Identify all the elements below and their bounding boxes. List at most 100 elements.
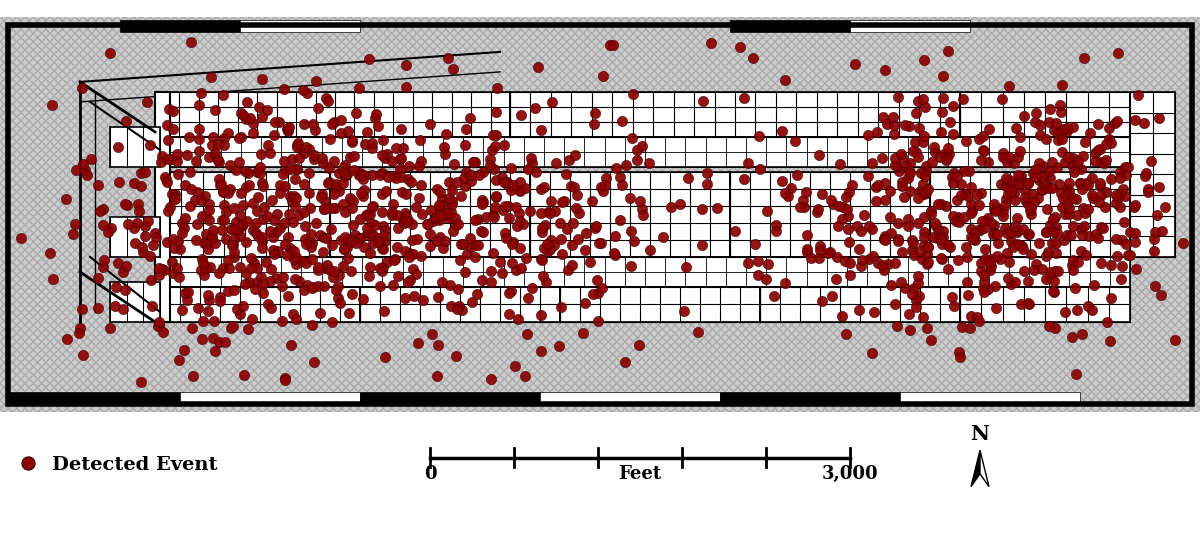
Point	[1044, 215, 1063, 224]
Point	[653, 233, 672, 241]
Point	[1085, 281, 1104, 289]
Point	[521, 206, 540, 215]
Point	[109, 259, 128, 267]
Point	[757, 207, 776, 215]
Point	[109, 178, 128, 187]
Point	[928, 233, 947, 242]
Point	[757, 275, 776, 284]
Point	[199, 296, 218, 304]
Point	[1141, 157, 1160, 165]
Point	[305, 125, 324, 134]
Point	[924, 143, 943, 151]
Point	[916, 103, 935, 111]
Point	[260, 149, 280, 158]
Point	[730, 43, 749, 51]
Point	[1038, 248, 1057, 256]
Point	[498, 180, 517, 188]
Point	[214, 216, 233, 225]
Point	[1112, 262, 1132, 271]
Point	[409, 193, 428, 202]
Point	[234, 371, 253, 379]
Point	[221, 185, 240, 193]
Point	[180, 167, 199, 176]
Point	[902, 147, 922, 155]
Point	[796, 188, 815, 196]
Point	[948, 196, 967, 204]
Point	[215, 186, 234, 195]
Point	[630, 197, 649, 205]
Point	[329, 271, 348, 279]
Point	[1068, 258, 1087, 266]
Point	[586, 224, 605, 232]
Point	[314, 205, 334, 214]
Point	[1062, 231, 1081, 240]
Point	[163, 107, 182, 115]
Point	[503, 258, 522, 267]
Point	[192, 212, 211, 220]
Point	[174, 346, 193, 355]
Bar	[900, 392, 1080, 404]
Point	[1008, 228, 1027, 236]
Point	[361, 219, 380, 228]
Point	[950, 191, 970, 199]
Point	[282, 196, 301, 205]
Point	[1052, 135, 1072, 143]
Point	[205, 152, 224, 161]
Point	[828, 253, 847, 262]
Point	[575, 299, 594, 308]
Point	[190, 125, 209, 133]
Point	[605, 232, 624, 240]
Point	[840, 271, 859, 280]
Point	[880, 187, 899, 196]
Point	[1057, 191, 1076, 199]
Point	[616, 358, 635, 367]
Point	[347, 239, 366, 248]
Point	[958, 291, 977, 300]
Point	[908, 292, 928, 300]
Point	[1099, 124, 1118, 132]
Point	[403, 250, 422, 258]
Bar	[110, 282, 160, 322]
Point	[130, 207, 149, 215]
Point	[444, 65, 463, 73]
Point	[175, 214, 194, 222]
Point	[158, 206, 178, 215]
Point	[932, 254, 952, 263]
Point	[961, 312, 980, 321]
Point	[113, 305, 132, 314]
Point	[606, 163, 625, 172]
Point	[342, 138, 361, 146]
Point	[914, 241, 934, 250]
Point	[403, 265, 422, 273]
Point	[215, 133, 234, 142]
Point	[1018, 299, 1037, 308]
Point	[305, 154, 324, 163]
Point	[383, 199, 402, 208]
Point	[506, 203, 526, 211]
Point	[245, 285, 264, 293]
Point	[534, 183, 553, 191]
Point	[140, 252, 160, 260]
Point	[944, 301, 964, 310]
Point	[1063, 154, 1082, 162]
Point	[606, 251, 625, 259]
Point	[162, 190, 181, 198]
Point	[388, 243, 407, 252]
Point	[347, 109, 366, 117]
Point	[224, 321, 244, 330]
Point	[836, 192, 856, 201]
Point	[592, 182, 611, 191]
Point	[252, 75, 271, 84]
Point	[515, 184, 534, 192]
Point	[335, 245, 354, 254]
Point	[1049, 129, 1068, 137]
Bar	[930, 172, 1130, 257]
Point	[400, 276, 419, 284]
Point	[169, 169, 188, 178]
Point	[178, 151, 197, 159]
Point	[1028, 239, 1048, 247]
Point	[209, 269, 228, 277]
Point	[461, 234, 480, 242]
Point	[404, 292, 424, 301]
Point	[461, 114, 480, 123]
